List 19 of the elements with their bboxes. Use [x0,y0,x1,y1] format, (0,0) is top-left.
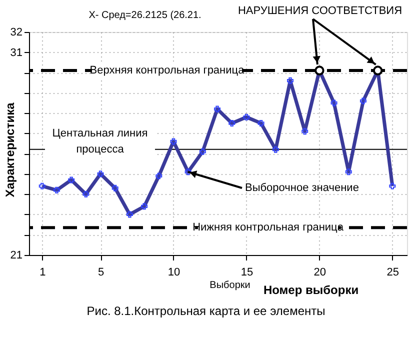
x-tick-label: 20 [314,266,326,278]
y-axis-title: Характеристика [3,102,17,198]
chart-title: X- Сред=26.2125 (26.21. [88,10,202,21]
y-tick-label: 31 [10,46,22,59]
annotation: Выборочное значение [245,182,359,194]
ref-line-label: Верхняя контрольная граница [90,64,246,77]
x-tick-label: 10 [168,266,180,278]
text: Рис. 8.1.Контрольная карта и ее элементы [86,304,326,318]
y-tick-label: 32 [10,26,22,38]
y-tick-label: 21 [10,250,22,262]
ref-line-label: Центальная линия процесса [52,127,148,156]
x-tick-label: 1 [40,266,46,278]
annotation: НАРУШЕНИЯ СООТВЕТСТВИЯ [238,5,402,17]
x-axis-title: Номер выборки [263,283,359,297]
text: Выборки [210,280,250,291]
x-tick-label: 15 [240,266,254,278]
x-tick-label: 25 [386,266,400,278]
ref-line-label: Нижняя контрольная граница [192,222,344,234]
x-tick-label: 5 [98,266,104,278]
